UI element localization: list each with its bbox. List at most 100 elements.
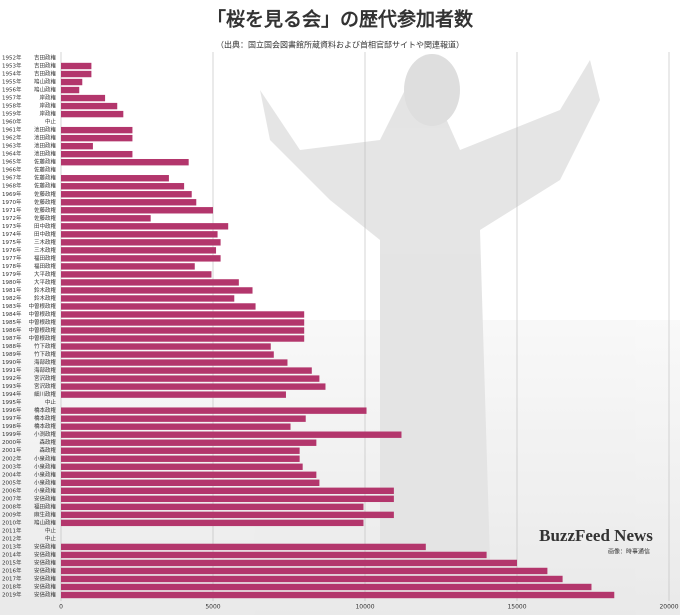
- government-label: 佐藤政権: [34, 206, 57, 214]
- bar: [61, 62, 92, 70]
- bar: [61, 255, 221, 262]
- government-label: 安倍政権: [34, 574, 57, 582]
- government-label: 大平政権: [34, 270, 57, 278]
- logo: BuzzFeed News: [539, 526, 653, 545]
- y-tick-label: 1974年: [2, 230, 22, 238]
- government-label: 佐藤政権: [34, 174, 57, 182]
- y-tick-label: 1984年: [2, 310, 22, 318]
- y-tick-label: 2003年: [2, 462, 22, 470]
- x-tick-label: 5000: [205, 604, 220, 611]
- y-tick-label: 1954年: [2, 70, 22, 78]
- bar: [61, 367, 312, 374]
- bar: [61, 551, 487, 559]
- government-label: 森政権: [39, 438, 56, 446]
- bar: [61, 455, 300, 462]
- bar: [61, 126, 133, 134]
- government-label: 田中政権: [34, 230, 57, 238]
- government-label: 福田政権: [34, 262, 57, 270]
- government-label: 大平政権: [34, 278, 57, 286]
- x-tick-label: 10000: [355, 604, 374, 611]
- bar: [61, 207, 213, 214]
- government-label: 佐藤政権: [34, 182, 57, 190]
- government-label: 中止: [45, 398, 57, 406]
- government-label: 海部政権: [34, 358, 57, 366]
- bar: [61, 287, 253, 294]
- y-tick-label: 1989年: [2, 350, 22, 358]
- y-tick-label: 1962年: [2, 134, 22, 142]
- government-label: 佐藤政権: [34, 166, 57, 174]
- y-tick-label: 2009年: [2, 510, 22, 518]
- government-label: 小泉政権: [34, 470, 57, 478]
- government-label: 吉田政権: [34, 54, 57, 62]
- y-tick-label: 1982年: [2, 294, 22, 302]
- government-label: 岸政権: [39, 110, 56, 118]
- bar: [61, 575, 563, 583]
- government-label: 小泉政権: [34, 454, 57, 462]
- y-tick-label: 1990年: [2, 358, 22, 366]
- y-tick-label: 1965年: [2, 158, 22, 166]
- y-tick-label: 2016年: [2, 566, 22, 574]
- government-label: 宮沢政権: [34, 382, 57, 390]
- government-label: 佐藤政権: [34, 158, 57, 166]
- government-label: 安倍政権: [34, 566, 57, 574]
- government-label: 中止: [45, 118, 57, 126]
- bar: [61, 311, 305, 318]
- government-label: 森政権: [39, 446, 56, 454]
- bar: [61, 479, 320, 486]
- government-label: 池田政権: [34, 142, 57, 150]
- bar: [61, 383, 326, 390]
- y-tick-label: 1988年: [2, 342, 22, 350]
- x-tick-label: 15000: [507, 604, 526, 611]
- bar: [61, 543, 426, 551]
- y-tick-label: 1983年: [2, 302, 22, 310]
- government-label: 佐藤政権: [34, 198, 57, 206]
- government-label: 岸政権: [39, 94, 56, 102]
- y-tick-label: 1976年: [2, 246, 22, 254]
- y-tick-label: 1975年: [2, 238, 22, 246]
- y-tick-label: 1971年: [2, 206, 22, 214]
- bar: [61, 150, 133, 158]
- bar: [61, 423, 291, 430]
- government-label: 三木政権: [34, 246, 57, 254]
- government-label: 橋本政権: [34, 414, 57, 422]
- y-tick-label: 1986年: [2, 326, 22, 334]
- chart-title: 「桜を見る会」の歴代参加者数: [207, 8, 474, 31]
- government-label: 鳩山政権: [34, 86, 57, 94]
- bar: [61, 431, 402, 438]
- government-label: 田中政権: [34, 222, 57, 230]
- bar: [61, 247, 217, 254]
- y-tick-label: 1991年: [2, 366, 22, 374]
- bar: [61, 591, 615, 599]
- bar: [61, 175, 169, 182]
- government-label: 竹下政権: [34, 342, 57, 350]
- bar: [61, 158, 189, 166]
- government-label: 池田政権: [34, 126, 57, 134]
- bar: [61, 86, 80, 94]
- government-label: 小泉政権: [34, 486, 57, 494]
- y-tick-label: 1993年: [2, 382, 22, 390]
- y-tick-label: 2013年: [2, 542, 22, 550]
- bar: [61, 375, 320, 382]
- government-label: 吉田政権: [34, 70, 57, 78]
- y-tick-label: 1963年: [2, 142, 22, 150]
- government-label: 小泉政権: [34, 462, 57, 470]
- government-label: 中曽根政権: [28, 326, 56, 334]
- government-label: 池田政権: [34, 134, 57, 142]
- government-label: 中止: [45, 534, 57, 542]
- government-label: 吉田政権: [34, 62, 57, 70]
- bar: [61, 231, 218, 238]
- y-tick-label: 1987年: [2, 334, 22, 342]
- y-tick-label: 1956年: [2, 86, 22, 94]
- bar: [61, 511, 394, 519]
- government-label: 安倍政権: [34, 558, 57, 566]
- y-tick-label: 1981年: [2, 286, 22, 294]
- y-tick-label: 2017年: [2, 574, 22, 582]
- y-tick-label: 1953年: [2, 62, 22, 70]
- bar: [61, 335, 305, 342]
- y-tick-label: 2004年: [2, 470, 22, 478]
- y-tick-label: 1961年: [2, 126, 22, 134]
- y-tick-label: 1998年: [2, 422, 22, 430]
- bar: [61, 583, 592, 591]
- y-tick-label: 1973年: [2, 222, 22, 230]
